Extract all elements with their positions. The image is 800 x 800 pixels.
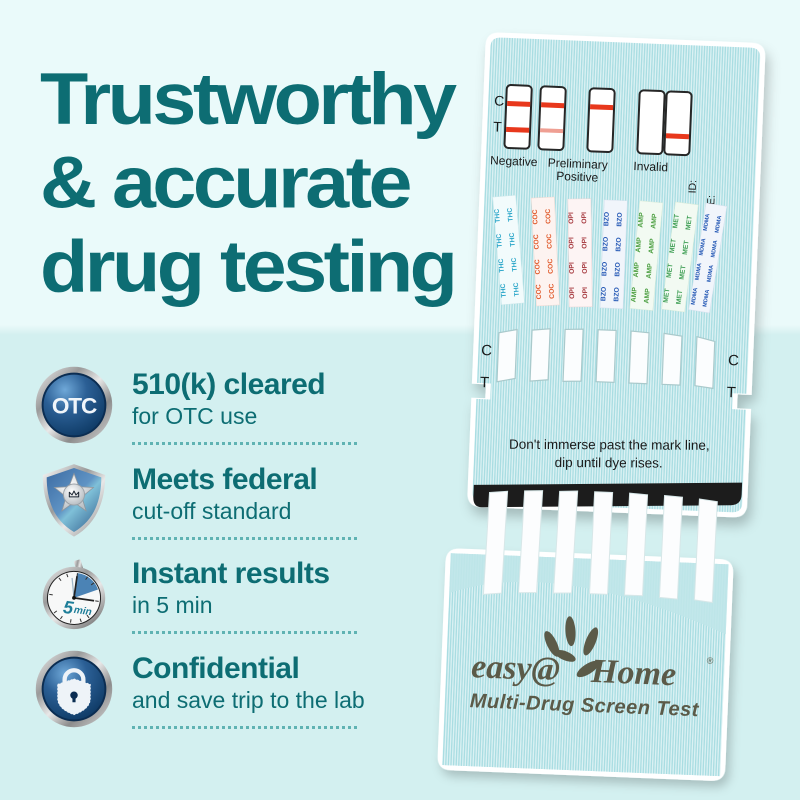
svg-text:AMP: AMP [650, 213, 658, 229]
svg-text:THC: THC [498, 258, 506, 273]
svg-text:OPI: OPI [568, 212, 575, 224]
svg-text:C: C [494, 92, 505, 108]
svg-text:BZO: BZO [616, 212, 624, 227]
svg-text:T: T [480, 374, 490, 391]
svg-text:THC: THC [500, 283, 508, 298]
svg-text:THC: THC [494, 208, 502, 223]
svg-text:AMP: AMP [635, 237, 643, 253]
svg-text:BZO: BZO [603, 212, 611, 227]
svg-text:COC: COC [548, 283, 556, 299]
svg-text:Don't immerse past the mark li: Don't immerse past the mark line, [509, 437, 710, 453]
svg-text:dip until dye rises.: dip until dye rises. [555, 455, 663, 471]
svg-text:OPI: OPI [581, 212, 588, 224]
svg-text:OPI: OPI [582, 262, 589, 274]
svg-text:OPI: OPI [582, 287, 589, 299]
svg-text:OPI: OPI [581, 237, 588, 249]
svg-text:OPI: OPI [569, 262, 576, 274]
svg-text:Positive: Positive [556, 169, 599, 185]
svg-text:C: C [481, 342, 493, 359]
svg-text:COC: COC [545, 208, 553, 224]
svg-text:OPI: OPI [568, 237, 575, 249]
svg-text:easy@: easy@ [471, 648, 561, 689]
svg-text:AMP: AMP [633, 262, 641, 278]
svg-text:BZO: BZO [613, 287, 621, 302]
svg-text:T: T [493, 118, 503, 134]
svg-text:AMP: AMP [646, 263, 654, 279]
svg-text:COC: COC [546, 233, 554, 249]
svg-text:COC: COC [535, 284, 543, 300]
svg-text:OPI: OPI [569, 287, 576, 299]
svg-text:AMP: AMP [630, 286, 638, 302]
svg-text:AMP: AMP [643, 288, 651, 304]
svg-text:Invalid: Invalid [633, 159, 668, 174]
svg-text:AMP: AMP [648, 238, 656, 254]
svg-text:BZO: BZO [602, 237, 610, 252]
svg-text:AMP: AMP [637, 212, 645, 228]
svg-text:COC: COC [532, 209, 540, 225]
svg-text:THC: THC [513, 282, 521, 297]
svg-text:COC: COC [534, 259, 542, 275]
svg-text:THC: THC [496, 233, 504, 248]
svg-text:THC: THC [509, 232, 517, 247]
svg-text:COC: COC [533, 234, 541, 250]
svg-text:BZO: BZO [601, 262, 609, 277]
svg-text:®: ® [706, 656, 713, 666]
svg-text:C: C [728, 352, 740, 369]
svg-text:T: T [726, 384, 736, 401]
svg-text:THC: THC [507, 207, 515, 222]
svg-text:BZO: BZO [600, 287, 608, 302]
svg-text:Home: Home [589, 653, 676, 693]
svg-text:ID:: ID: [687, 180, 700, 194]
svg-text:Negative: Negative [490, 153, 538, 169]
svg-text:BZO: BZO [614, 262, 622, 277]
svg-text:COC: COC [547, 258, 555, 274]
svg-text:THC: THC [511, 257, 519, 272]
svg-text:BZO: BZO [615, 237, 623, 252]
